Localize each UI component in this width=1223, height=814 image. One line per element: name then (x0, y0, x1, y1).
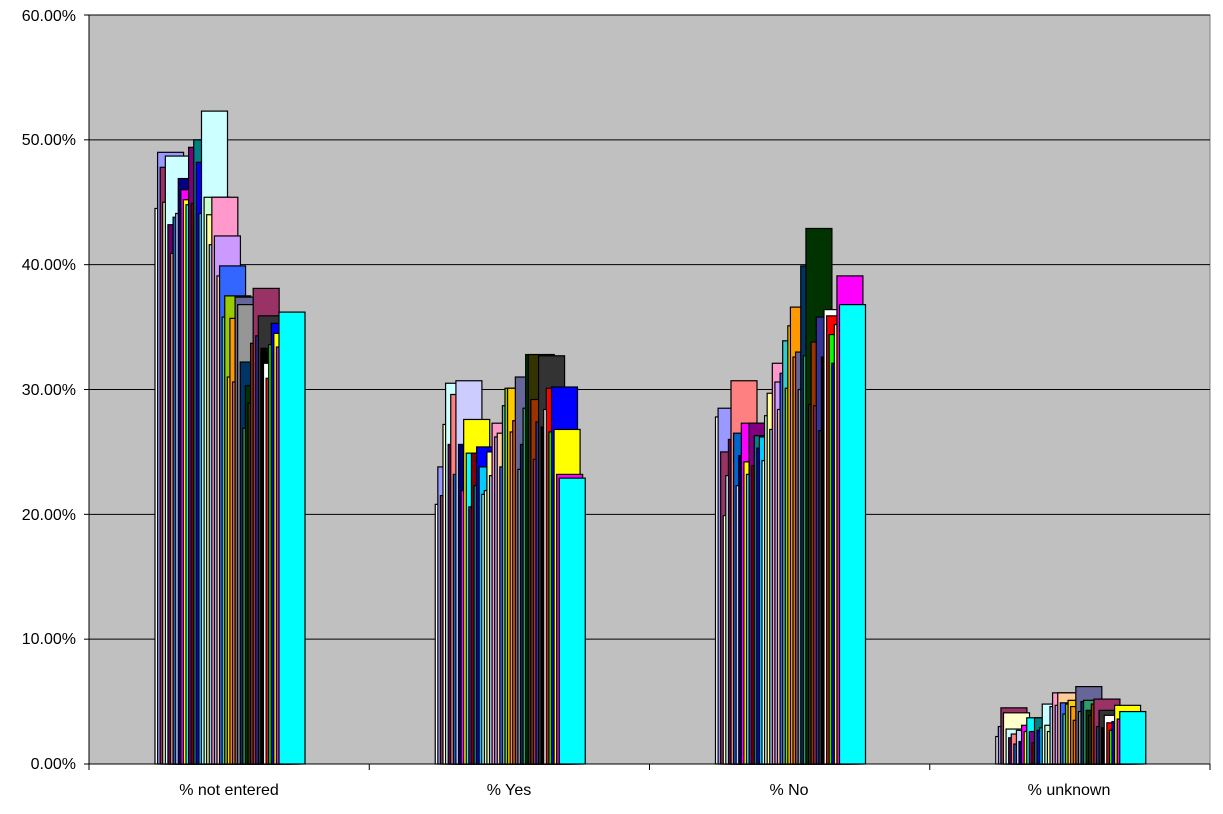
x-category-label: % Yes (487, 782, 531, 799)
bar (838, 304, 867, 765)
bar-group (154, 110, 1147, 765)
x-category-label: % not entered (179, 782, 279, 799)
y-tick-label: 60.00% (22, 8, 76, 25)
y-tick-label: 30.00% (22, 382, 76, 399)
y-tick-labels: 0.00% 10.00% 20.00% 30.00% 40.00% 50.00%… (22, 8, 76, 773)
y-tick-label: 40.00% (22, 257, 76, 274)
x-tick-labels: % not entered % Yes % No % unknown (179, 782, 1110, 799)
bar (558, 477, 586, 765)
x-category-label: % unknown (1028, 782, 1111, 799)
bar (278, 311, 306, 765)
y-tick-label: 20.00% (22, 507, 76, 524)
y-tick-label: 10.00% (22, 631, 76, 648)
axes (84, 14, 1211, 770)
y-tick-label: 0.00% (31, 756, 76, 773)
bar (1119, 710, 1147, 765)
x-category-label: % No (769, 782, 808, 799)
y-tick-label: 50.00% (22, 132, 76, 149)
